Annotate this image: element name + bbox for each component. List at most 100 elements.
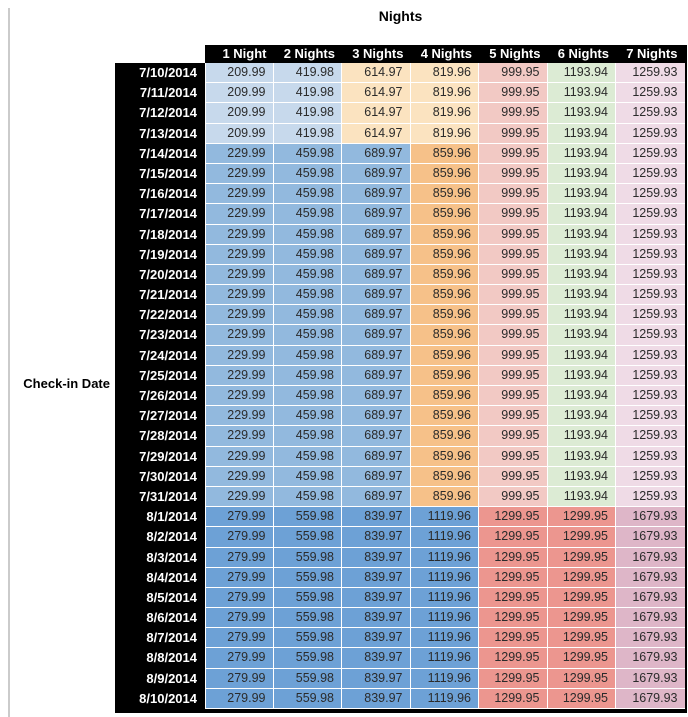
price-cell: 559.98: [273, 587, 342, 609]
price-cell: 559.98: [273, 628, 342, 649]
price-cell: 999.95: [479, 325, 548, 346]
price-cell: 999.95: [479, 143, 548, 164]
price-cell: 1119.96: [410, 648, 479, 669]
price-cell: 229.99: [205, 184, 274, 205]
price-cell: 279.99: [205, 547, 274, 568]
price-cell: 999.95: [479, 204, 548, 225]
price-cell: 1259.93: [616, 143, 685, 164]
price-cell: 999.95: [479, 446, 548, 467]
price-cell: 459.98: [273, 345, 342, 366]
price-cell: 1679.93: [616, 668, 685, 689]
date-cell: 8/10/2014: [115, 688, 205, 709]
price-cell: 839.97: [342, 567, 411, 588]
price-cell: 839.97: [342, 648, 411, 669]
price-cell: 1299.95: [479, 628, 548, 649]
price-cell: 279.99: [205, 668, 274, 689]
price-cell: 559.98: [273, 668, 342, 689]
price-cell: 819.96: [410, 103, 479, 124]
price-cell: 859.96: [410, 406, 479, 427]
date-cell: 8/7/2014: [115, 628, 205, 649]
price-cell: 559.98: [273, 648, 342, 669]
date-cell: 7/29/2014: [115, 446, 205, 467]
price-cell: 1259.93: [616, 386, 685, 407]
date-cell: 7/15/2014: [115, 163, 205, 185]
price-cell: 1193.94: [547, 224, 616, 245]
price-cell: 459.98: [273, 426, 342, 447]
price-cell: 1259.93: [616, 365, 685, 386]
price-cell: 459.98: [273, 244, 342, 265]
price-cell: 1193.94: [547, 365, 616, 386]
price-cell: 999.95: [479, 386, 548, 407]
left-margin-rule: [8, 8, 10, 717]
price-cell: 614.97: [342, 83, 411, 104]
price-cell: 559.98: [273, 507, 342, 528]
price-cell: 859.96: [410, 163, 479, 185]
price-cell: 229.99: [205, 204, 274, 225]
price-cell: 689.97: [342, 365, 411, 386]
price-cell: 689.97: [342, 345, 411, 366]
price-cell: 689.97: [342, 386, 411, 407]
price-cell: 859.96: [410, 345, 479, 366]
date-cell: 7/17/2014: [115, 204, 205, 225]
price-cell: 689.97: [342, 163, 411, 185]
pricing-table: 1 Night 2 Nights 3 Nights 4 Nights 5 Nights 6…: [115, 45, 687, 713]
price-cell: 1119.96: [410, 567, 479, 588]
date-cell: 7/12/2014: [115, 103, 205, 124]
price-cell: 459.98: [273, 264, 342, 286]
price-cell: 1679.93: [616, 587, 685, 609]
date-cell: 7/27/2014: [115, 406, 205, 427]
date-cell: 7/13/2014: [115, 123, 205, 144]
price-cell: 1679.93: [616, 567, 685, 588]
price-cell: 459.98: [273, 305, 342, 326]
price-cell: 1193.94: [547, 446, 616, 467]
price-cell: 559.98: [273, 688, 342, 709]
price-cell: 859.96: [410, 264, 479, 286]
date-cell: 7/31/2014: [115, 486, 205, 508]
price-cell: 839.97: [342, 608, 411, 629]
column-header: 6 Nights: [547, 45, 616, 63]
date-cell: 7/22/2014: [115, 305, 205, 326]
price-cell: 1193.94: [547, 285, 616, 306]
price-cell: 819.96: [410, 63, 479, 84]
price-cell: 689.97: [342, 446, 411, 467]
price-cell: 1299.95: [479, 527, 548, 548]
price-cell: 559.98: [273, 608, 342, 629]
price-cell: 1679.93: [616, 688, 685, 709]
price-cell: 999.95: [479, 103, 548, 124]
price-cell: 1193.94: [547, 143, 616, 164]
price-cell: 1259.93: [616, 163, 685, 185]
price-cell: 1119.96: [410, 628, 479, 649]
date-cell: 7/21/2014: [115, 285, 205, 306]
price-cell: 419.98: [273, 123, 342, 144]
price-cell: 209.99: [205, 63, 274, 84]
price-cell: 689.97: [342, 224, 411, 245]
price-cell: 229.99: [205, 486, 274, 508]
price-cell: 839.97: [342, 587, 411, 609]
price-cell: 999.95: [479, 63, 548, 84]
price-cell: 1299.95: [547, 668, 616, 689]
price-cell: 1193.94: [547, 123, 616, 144]
price-cell: 1193.94: [547, 386, 616, 407]
price-cell: 1193.94: [547, 486, 616, 508]
price-cell: 999.95: [479, 365, 548, 386]
price-cell: 859.96: [410, 244, 479, 265]
date-cell: 7/20/2014: [115, 264, 205, 286]
price-cell: 1299.95: [479, 547, 548, 568]
price-cell: 229.99: [205, 386, 274, 407]
price-cell: 689.97: [342, 184, 411, 205]
price-cell: 1299.95: [479, 507, 548, 528]
price-cell: 1679.93: [616, 628, 685, 649]
price-cell: 1299.95: [547, 567, 616, 588]
price-cell: 1299.95: [479, 688, 548, 709]
date-cell: 8/1/2014: [115, 507, 205, 528]
price-cell: 559.98: [273, 547, 342, 568]
price-cell: 229.99: [205, 426, 274, 447]
price-cell: 1119.96: [410, 608, 479, 629]
price-cell: 1299.95: [479, 587, 548, 609]
price-cell: 1259.93: [616, 63, 685, 84]
price-cell: 859.96: [410, 204, 479, 225]
price-cell: 999.95: [479, 486, 548, 508]
price-cell: 689.97: [342, 204, 411, 225]
corner-cell: [115, 45, 205, 63]
date-cell: 7/28/2014: [115, 426, 205, 447]
